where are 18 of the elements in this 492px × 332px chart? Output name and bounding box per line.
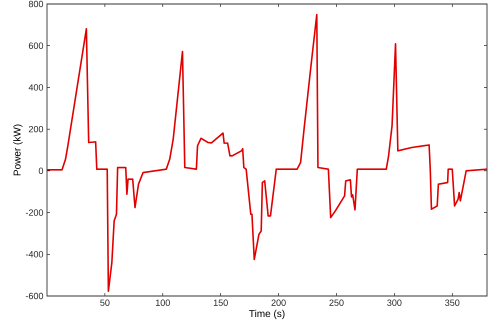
y-tick-label: 0 — [38, 168, 44, 174]
y-tick-label: 200 — [28, 126, 44, 132]
x-tick-label: 350 — [445, 300, 460, 306]
x-tick-label: 200 — [272, 300, 286, 306]
x-tick-label: 300 — [387, 300, 402, 306]
y-tick-label: -600 — [26, 292, 44, 300]
x-axis-title: Time (s) — [249, 310, 285, 320]
y-tick-label: -200 — [26, 209, 44, 216]
x-tick-label: 50 — [100, 300, 110, 306]
x-tick-label: 250 — [329, 300, 344, 306]
x-tick-label: 100 — [156, 300, 170, 306]
x-tick-label: 150 — [214, 300, 228, 306]
y-tick-label: -400 — [26, 251, 44, 258]
y-tick-label: 800 — [28, 0, 44, 8]
y-axis-title: Power (kW) — [13, 124, 23, 176]
y-tick-label: 600 — [28, 42, 44, 49]
line-series — [47, 14, 488, 292]
y-tick-label: 400 — [28, 84, 44, 91]
